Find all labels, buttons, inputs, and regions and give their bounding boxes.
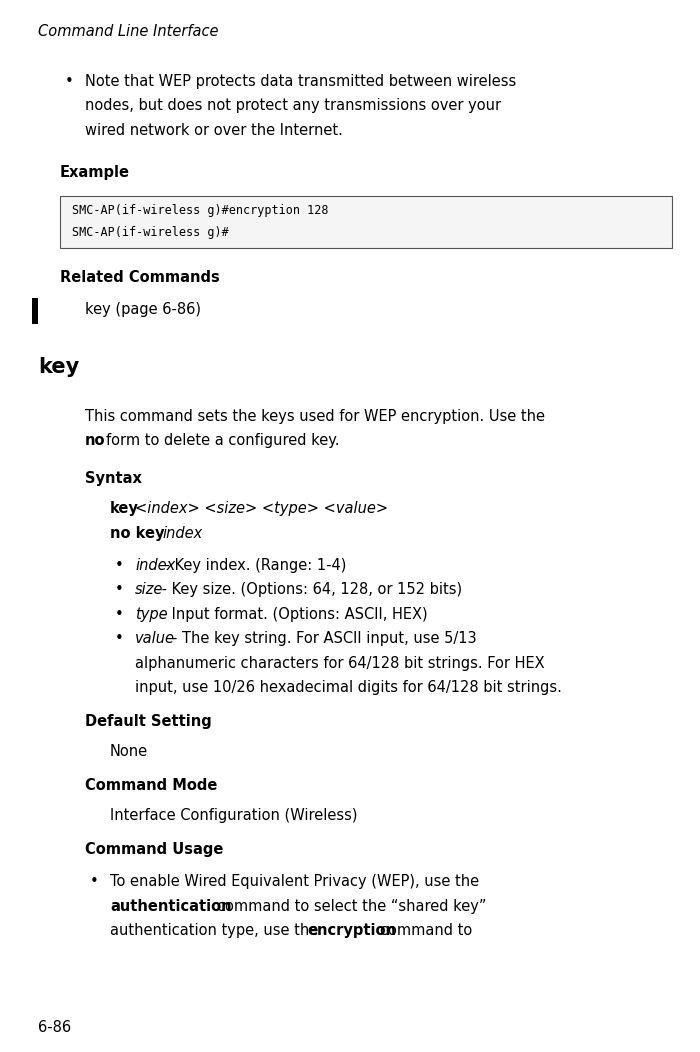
- Text: type: type: [135, 607, 167, 622]
- Text: - Key size. (Options: 64, 128, or 152 bits): - Key size. (Options: 64, 128, or 152 bi…: [157, 582, 461, 596]
- Text: command to select the “shared key”: command to select the “shared key”: [218, 898, 487, 913]
- Text: This command sets the keys used for WEP encryption. Use the: This command sets the keys used for WEP …: [85, 408, 545, 424]
- Text: SMC-AP(if-wireless g)#encryption 128: SMC-AP(if-wireless g)#encryption 128: [72, 203, 328, 217]
- Text: command to: command to: [381, 923, 472, 938]
- Text: To enable Wired Equivalent Privacy (WEP), use the: To enable Wired Equivalent Privacy (WEP)…: [110, 874, 479, 889]
- Text: wired network or over the Internet.: wired network or over the Internet.: [85, 123, 343, 138]
- Bar: [32, 298, 38, 324]
- Text: Note that WEP protects data transmitted between wireless: Note that WEP protects data transmitted …: [85, 74, 517, 89]
- Text: no key: no key: [110, 526, 164, 541]
- Text: form to delete a configured key.: form to delete a configured key.: [106, 433, 339, 448]
- Text: Interface Configuration (Wireless): Interface Configuration (Wireless): [110, 808, 358, 823]
- Text: 6-86: 6-86: [38, 1020, 71, 1035]
- Text: Command Usage: Command Usage: [85, 842, 223, 857]
- Text: •: •: [115, 631, 124, 646]
- Text: Related Commands: Related Commands: [60, 269, 220, 284]
- Text: •: •: [90, 874, 99, 889]
- Text: value: value: [135, 631, 175, 646]
- Text: key: key: [38, 357, 79, 377]
- Text: nodes, but does not protect any transmissions over your: nodes, but does not protect any transmis…: [85, 99, 501, 114]
- Text: Syntax: Syntax: [85, 471, 142, 486]
- Text: •: •: [65, 74, 74, 89]
- Text: encryption: encryption: [307, 923, 396, 938]
- Text: - The key string. For ASCII input, use 5/13: - The key string. For ASCII input, use 5…: [172, 631, 476, 646]
- Text: - Key index. (Range: 1-4): - Key index. (Range: 1-4): [160, 558, 347, 572]
- Text: Command Line Interface: Command Line Interface: [38, 24, 218, 39]
- Text: Default Setting: Default Setting: [85, 714, 211, 729]
- Text: index: index: [162, 526, 203, 541]
- Text: •: •: [115, 582, 124, 596]
- Text: authentication type, use the: authentication type, use the: [110, 923, 323, 938]
- Text: <index> <size> <type> <value>: <index> <size> <type> <value>: [134, 501, 388, 515]
- Text: alphanumeric characters for 64/128 bit strings. For HEX: alphanumeric characters for 64/128 bit s…: [135, 655, 545, 670]
- Text: Command Mode: Command Mode: [85, 778, 218, 793]
- Text: - Input format. (Options: ASCII, HEX): - Input format. (Options: ASCII, HEX): [157, 607, 427, 622]
- Text: key (page 6-86): key (page 6-86): [85, 302, 201, 317]
- Text: size: size: [135, 582, 163, 596]
- Text: index: index: [135, 558, 175, 572]
- Text: no: no: [85, 433, 106, 448]
- Text: authentication: authentication: [110, 898, 232, 913]
- FancyBboxPatch shape: [60, 196, 672, 247]
- Text: •: •: [115, 558, 124, 572]
- Text: None: None: [110, 744, 148, 758]
- Text: SMC-AP(if-wireless g)#: SMC-AP(if-wireless g)#: [72, 225, 229, 239]
- Text: input, use 10/26 hexadecimal digits for 64/128 bit strings.: input, use 10/26 hexadecimal digits for …: [135, 680, 562, 695]
- Text: key: key: [110, 501, 139, 515]
- Text: •: •: [115, 607, 124, 622]
- Text: Example: Example: [60, 165, 130, 181]
